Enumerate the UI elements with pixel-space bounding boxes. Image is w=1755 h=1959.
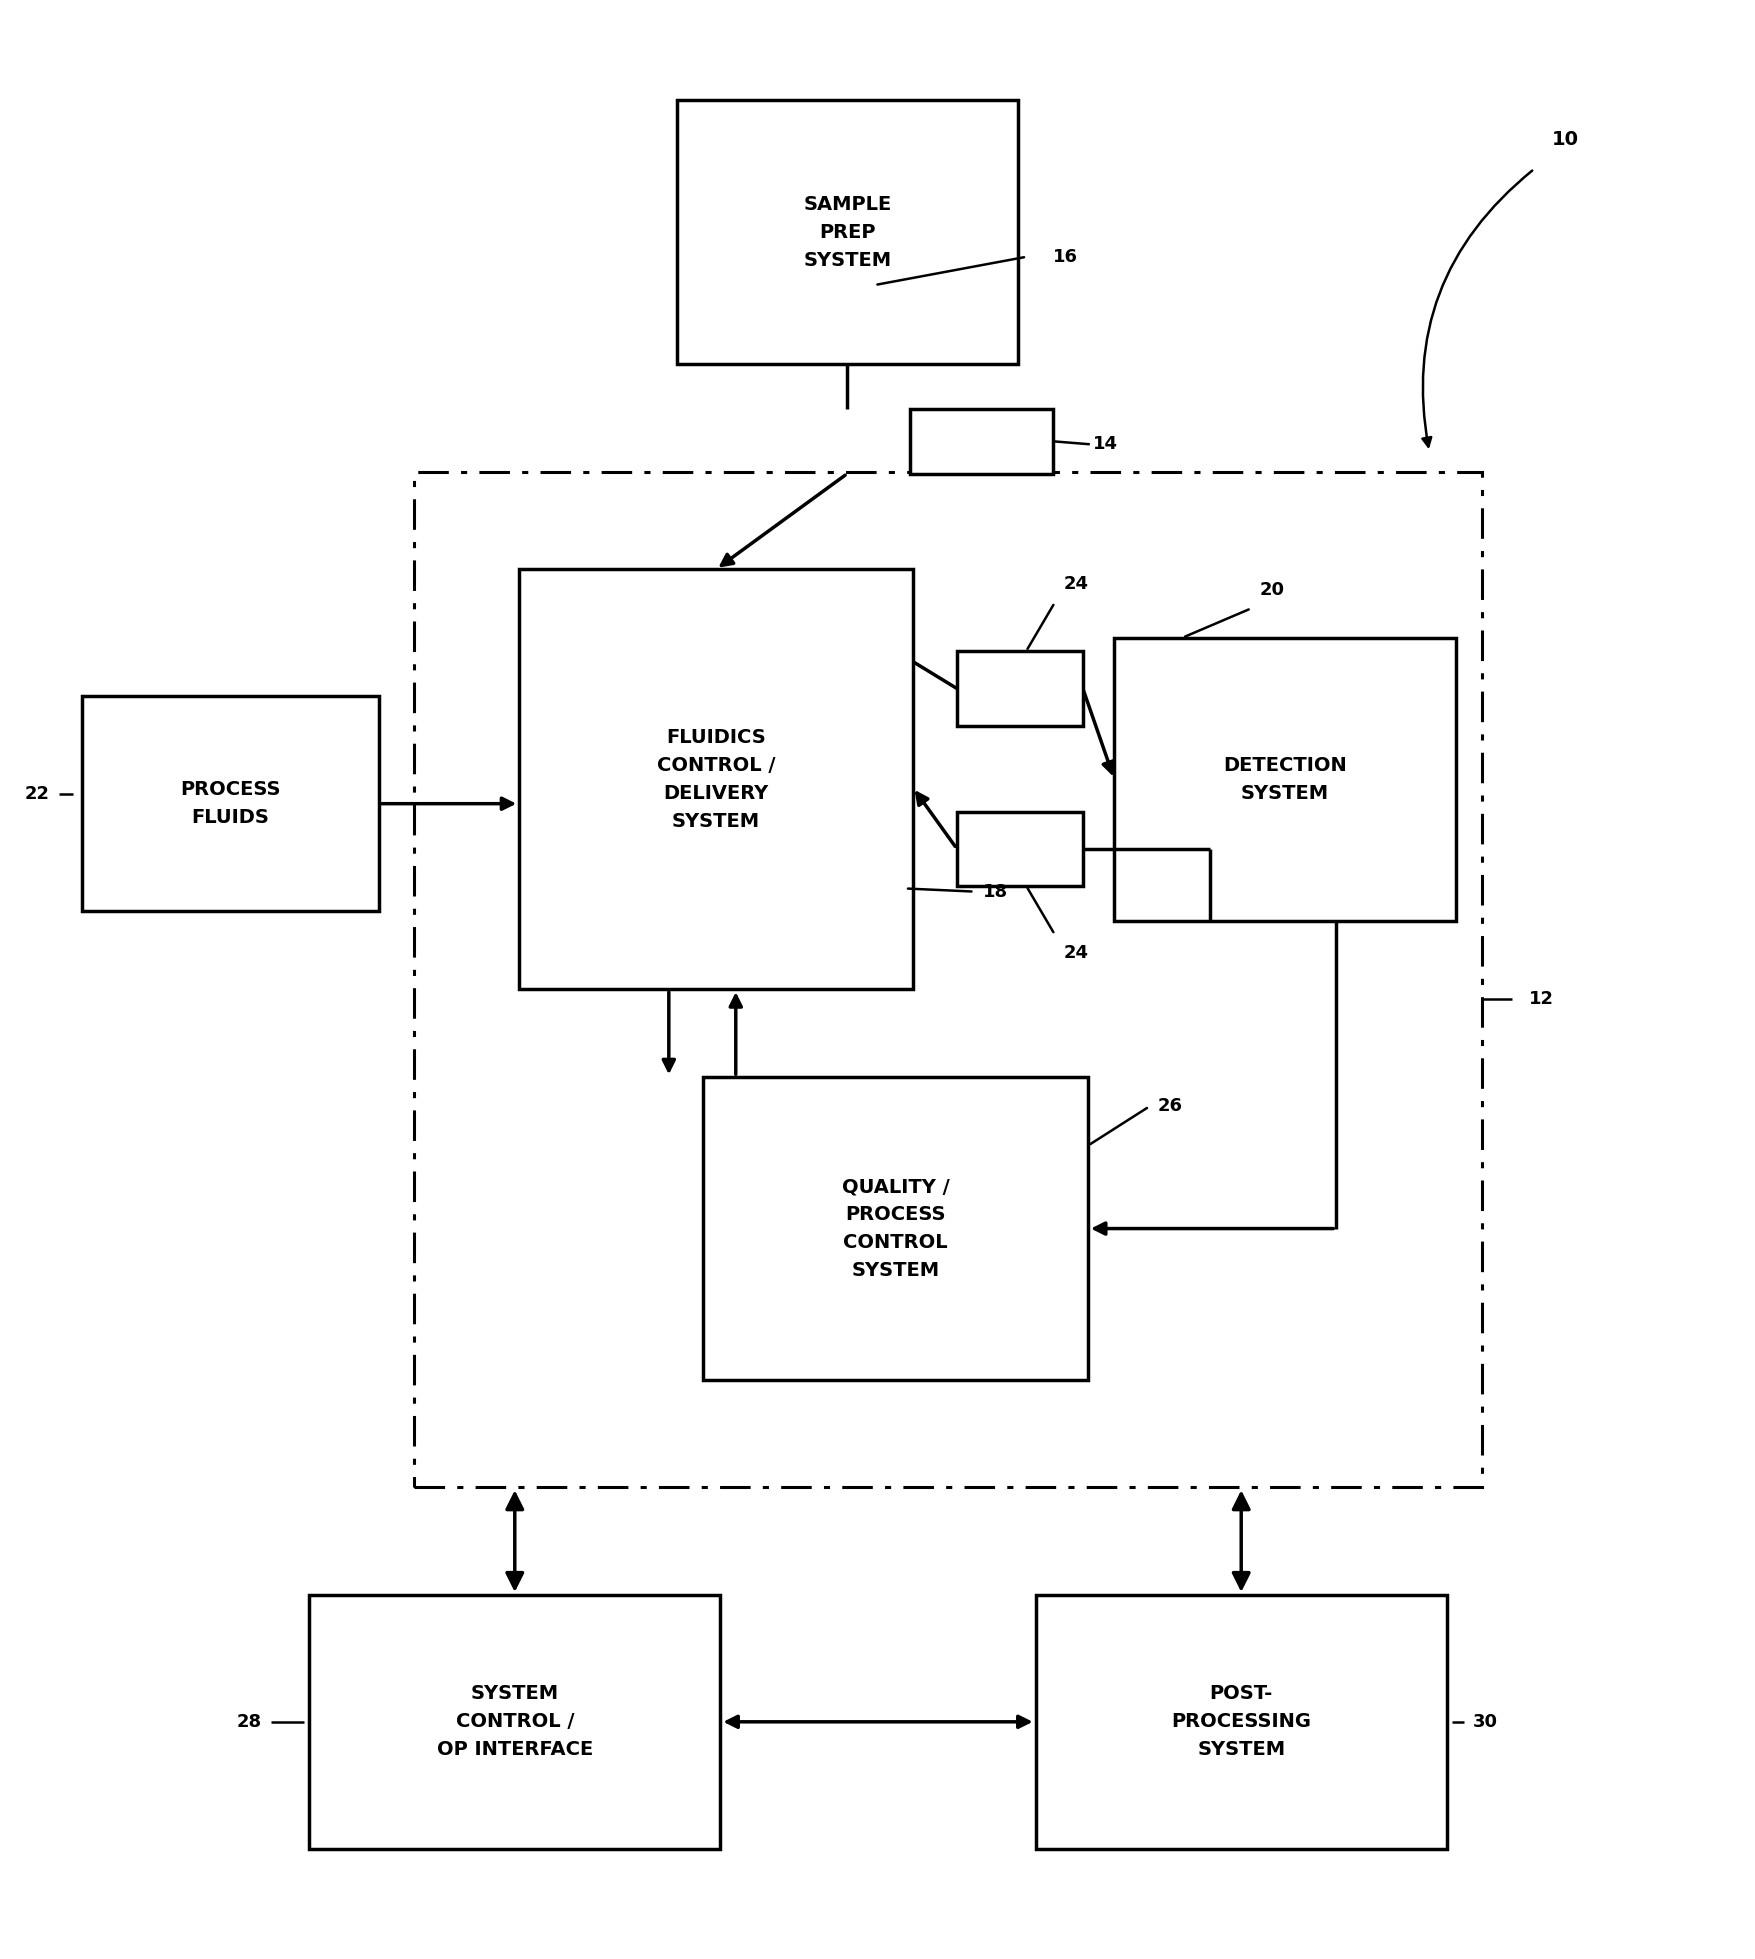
Text: 16: 16 <box>1053 247 1078 266</box>
Text: 30: 30 <box>1472 1712 1497 1732</box>
Text: FLUIDICS
CONTROL /
DELIVERY
SYSTEM: FLUIDICS CONTROL / DELIVERY SYSTEM <box>656 729 776 831</box>
Text: 24: 24 <box>1064 574 1088 594</box>
Text: POST-
PROCESSING
SYSTEM: POST- PROCESSING SYSTEM <box>1171 1685 1311 1759</box>
Bar <box>414 472 1481 1487</box>
Bar <box>956 650 1083 725</box>
Text: 14: 14 <box>1093 435 1118 453</box>
Text: 26: 26 <box>1157 1097 1183 1115</box>
Bar <box>309 1595 720 1849</box>
Text: 10: 10 <box>1551 129 1578 149</box>
Text: 20: 20 <box>1260 580 1285 599</box>
Text: DETECTION
SYSTEM: DETECTION SYSTEM <box>1223 756 1346 803</box>
Bar <box>519 570 913 989</box>
Text: QUALITY /
PROCESS
CONTROL
SYSTEM: QUALITY / PROCESS CONTROL SYSTEM <box>841 1177 949 1279</box>
Bar <box>702 1077 1088 1379</box>
Bar <box>676 100 1018 364</box>
Text: SYSTEM
CONTROL /
OP INTERFACE: SYSTEM CONTROL / OP INTERFACE <box>437 1685 593 1759</box>
Text: SAMPLE
PREP
SYSTEM: SAMPLE PREP SYSTEM <box>802 194 892 270</box>
Bar <box>909 409 1053 474</box>
Text: 18: 18 <box>983 884 1007 901</box>
Text: 28: 28 <box>237 1712 261 1732</box>
Text: 22: 22 <box>25 786 49 803</box>
Bar <box>1114 637 1455 921</box>
Text: 12: 12 <box>1529 989 1553 1009</box>
Text: PROCESS
FLUIDS: PROCESS FLUIDS <box>181 780 281 827</box>
Text: 24: 24 <box>1064 944 1088 962</box>
Bar <box>1035 1595 1446 1849</box>
Bar <box>956 811 1083 885</box>
Bar <box>81 695 379 911</box>
